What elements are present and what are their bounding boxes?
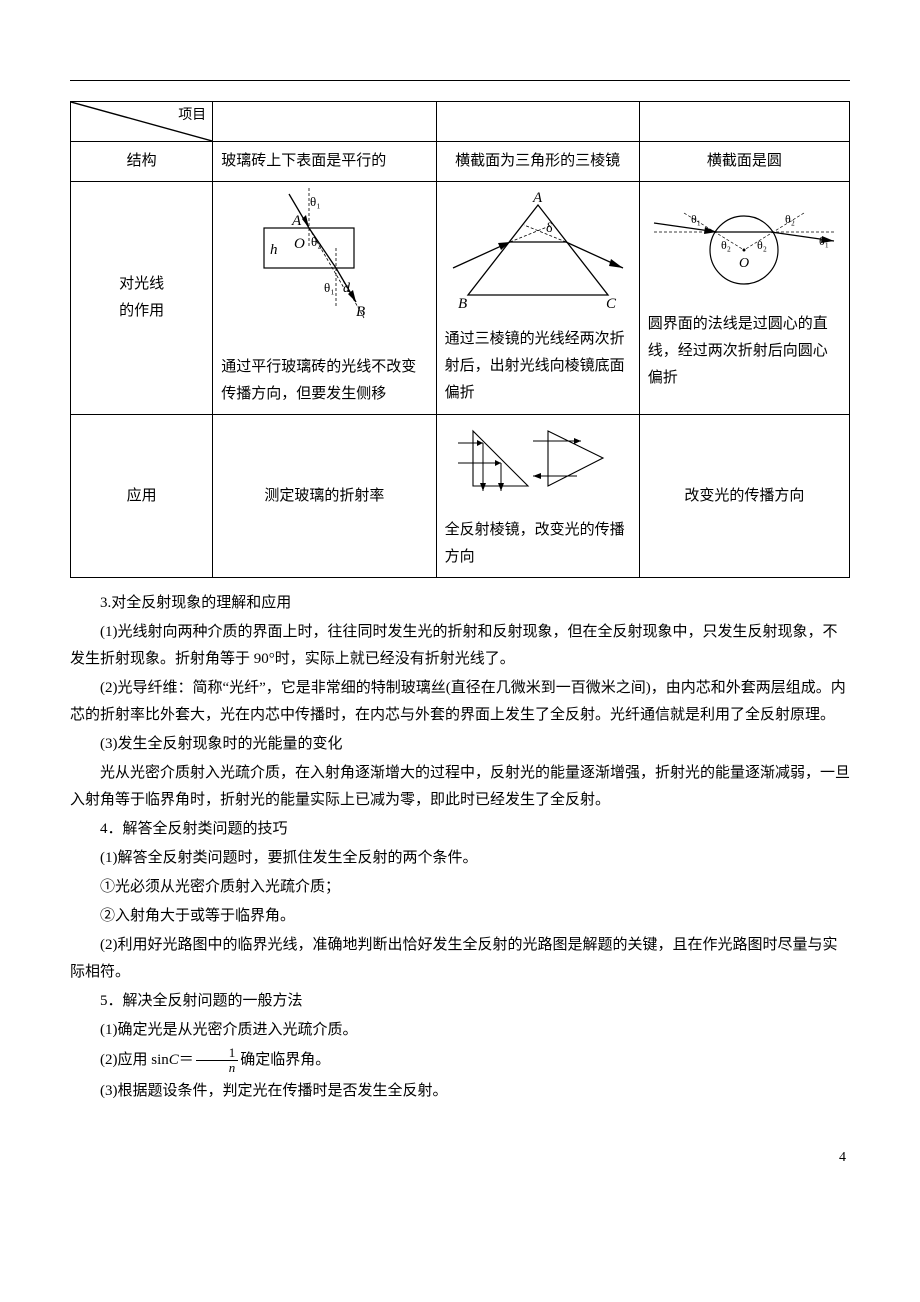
col4-header	[639, 102, 849, 142]
struct-prism: 横截面为三角形的三棱镜	[436, 142, 639, 182]
row-struct-label: 结构	[71, 142, 213, 182]
slab-A: A	[291, 213, 302, 229]
s5-2b: C	[169, 1052, 179, 1068]
s5-2c: ＝	[179, 1052, 194, 1068]
circle-t1b: θ₁	[819, 234, 829, 248]
circle-t2b: θ₂	[757, 238, 767, 252]
s5-2a: (2)应用 sin	[100, 1052, 169, 1068]
app-prism-caption: 全反射棱镜，改变光的传播方向	[445, 517, 631, 571]
frac-den: n	[196, 1061, 239, 1075]
col3-header	[436, 102, 639, 142]
prism-A: A	[532, 190, 543, 206]
page-number: 4	[70, 1145, 850, 1170]
s3-2: (2)光导纤维：简称“光纤”，它是非常细的特制玻璃丝(直径在几微米到一百微米之间…	[70, 675, 850, 729]
slab-t1b: θ₁	[324, 280, 335, 295]
struct-slab: 玻璃砖上下表面是平行的	[213, 142, 436, 182]
s5-title: 5．解决全反射问题的一般方法	[70, 988, 850, 1015]
s4-1a: ①光必须从光密介质射入光疏介质；	[70, 874, 850, 901]
frac-num: 1	[196, 1046, 239, 1061]
s3-3b: 光从光密介质射入光疏介质，在入射角逐渐增大的过程中，反射光的能量逐渐增强，折射光…	[70, 760, 850, 814]
slab-t2: θ₂	[311, 234, 322, 249]
slab-O: O	[294, 236, 305, 252]
s4-1: (1)解答全反射类问题时，要抓住发生全反射的两个条件。	[70, 845, 850, 872]
circle-t2: θ₂	[721, 238, 731, 252]
effect-circle-cell: O θ₁ θ₂ θ₂ θ₂ θ₁ 圆界面的法线是过圆心的直线，经过两次折射后向圆…	[639, 182, 849, 415]
slab-t1: θ₁	[310, 194, 321, 209]
fraction: 1n	[196, 1046, 239, 1076]
s3-1: (1)光线射向两种介质的界面上时，往往同时发生光的折射和反射现象，但在全反射现象…	[70, 619, 850, 673]
prism-B: B	[458, 296, 467, 310]
s4-1b: ②入射角大于或等于临界角。	[70, 903, 850, 930]
prism-C: C	[606, 296, 617, 310]
circle-O: O	[739, 256, 749, 271]
app-slab: 测定玻璃的折射率	[213, 415, 436, 578]
optics-table: 项目 结构 玻璃砖上下表面是平行的 横截面为三角形的三棱镜 横截面是圆 对光线的…	[70, 101, 850, 578]
circle-figure: O θ₁ θ₂ θ₂ θ₂ θ₁	[649, 205, 839, 295]
diag-header-cell: 项目	[71, 102, 213, 142]
app-circle: 改变光的传播方向	[639, 415, 849, 578]
effect-prism-cell: A B C δ 通过三棱镜的光线经两次折射后，出射光线向棱镜底面偏折	[436, 182, 639, 415]
tir-prism-figure	[453, 421, 623, 501]
struct-circle: 横截面是圆	[639, 142, 849, 182]
prism-figure: A B C δ	[448, 190, 628, 310]
s5-3: (3)根据题设条件，判定光在传播时是否发生全反射。	[70, 1078, 850, 1105]
s4-2: (2)利用好光路图中的临界光线，准确地判断出恰好发生全反射的光路图是解题的关键，…	[70, 932, 850, 986]
slab-h: h	[270, 242, 278, 258]
s4-title: 4．解答全反射类问题的技巧	[70, 816, 850, 843]
top-rule	[70, 80, 850, 81]
effect-prism-caption: 通过三棱镜的光线经两次折射后，出射光线向棱镜底面偏折	[445, 326, 631, 407]
s3-title: 3.对全反射现象的理解和应用	[70, 590, 850, 617]
slab-figure: A B O h d θ₁ θ₂ θ₁	[244, 188, 404, 338]
circle-t2c: θ₂	[785, 212, 795, 226]
diag-right-label: 项目	[178, 103, 206, 128]
col2-header	[213, 102, 436, 142]
s5-2: (2)应用 sinC＝1n确定临界角。	[70, 1046, 850, 1076]
s3-3: (3)发生全反射现象时的光能量的变化	[70, 731, 850, 758]
circle-t1: θ₁	[691, 212, 701, 226]
row-app-label: 应用	[71, 415, 213, 578]
slab-B: B	[356, 304, 365, 320]
prism-delta: δ	[546, 221, 553, 236]
effect-slab-caption: 通过平行玻璃砖的光线不改变传播方向，但要发生侧移	[221, 354, 427, 408]
effect-slab-cell: A B O h d θ₁ θ₂ θ₁ 通过平行玻璃砖的光线不改变传播方向，但要发…	[213, 182, 436, 415]
effect-circle-caption: 圆界面的法线是过圆心的直线，经过两次折射后向圆心偏折	[648, 311, 841, 392]
row-effect-label: 对光线的作用	[71, 182, 213, 415]
slab-d: d	[343, 281, 351, 296]
app-prism-cell: 全反射棱镜，改变光的传播方向	[436, 415, 639, 578]
s5-2d: 确定临界角。	[240, 1052, 330, 1068]
s5-1: (1)确定光是从光密介质进入光疏介质。	[70, 1017, 850, 1044]
